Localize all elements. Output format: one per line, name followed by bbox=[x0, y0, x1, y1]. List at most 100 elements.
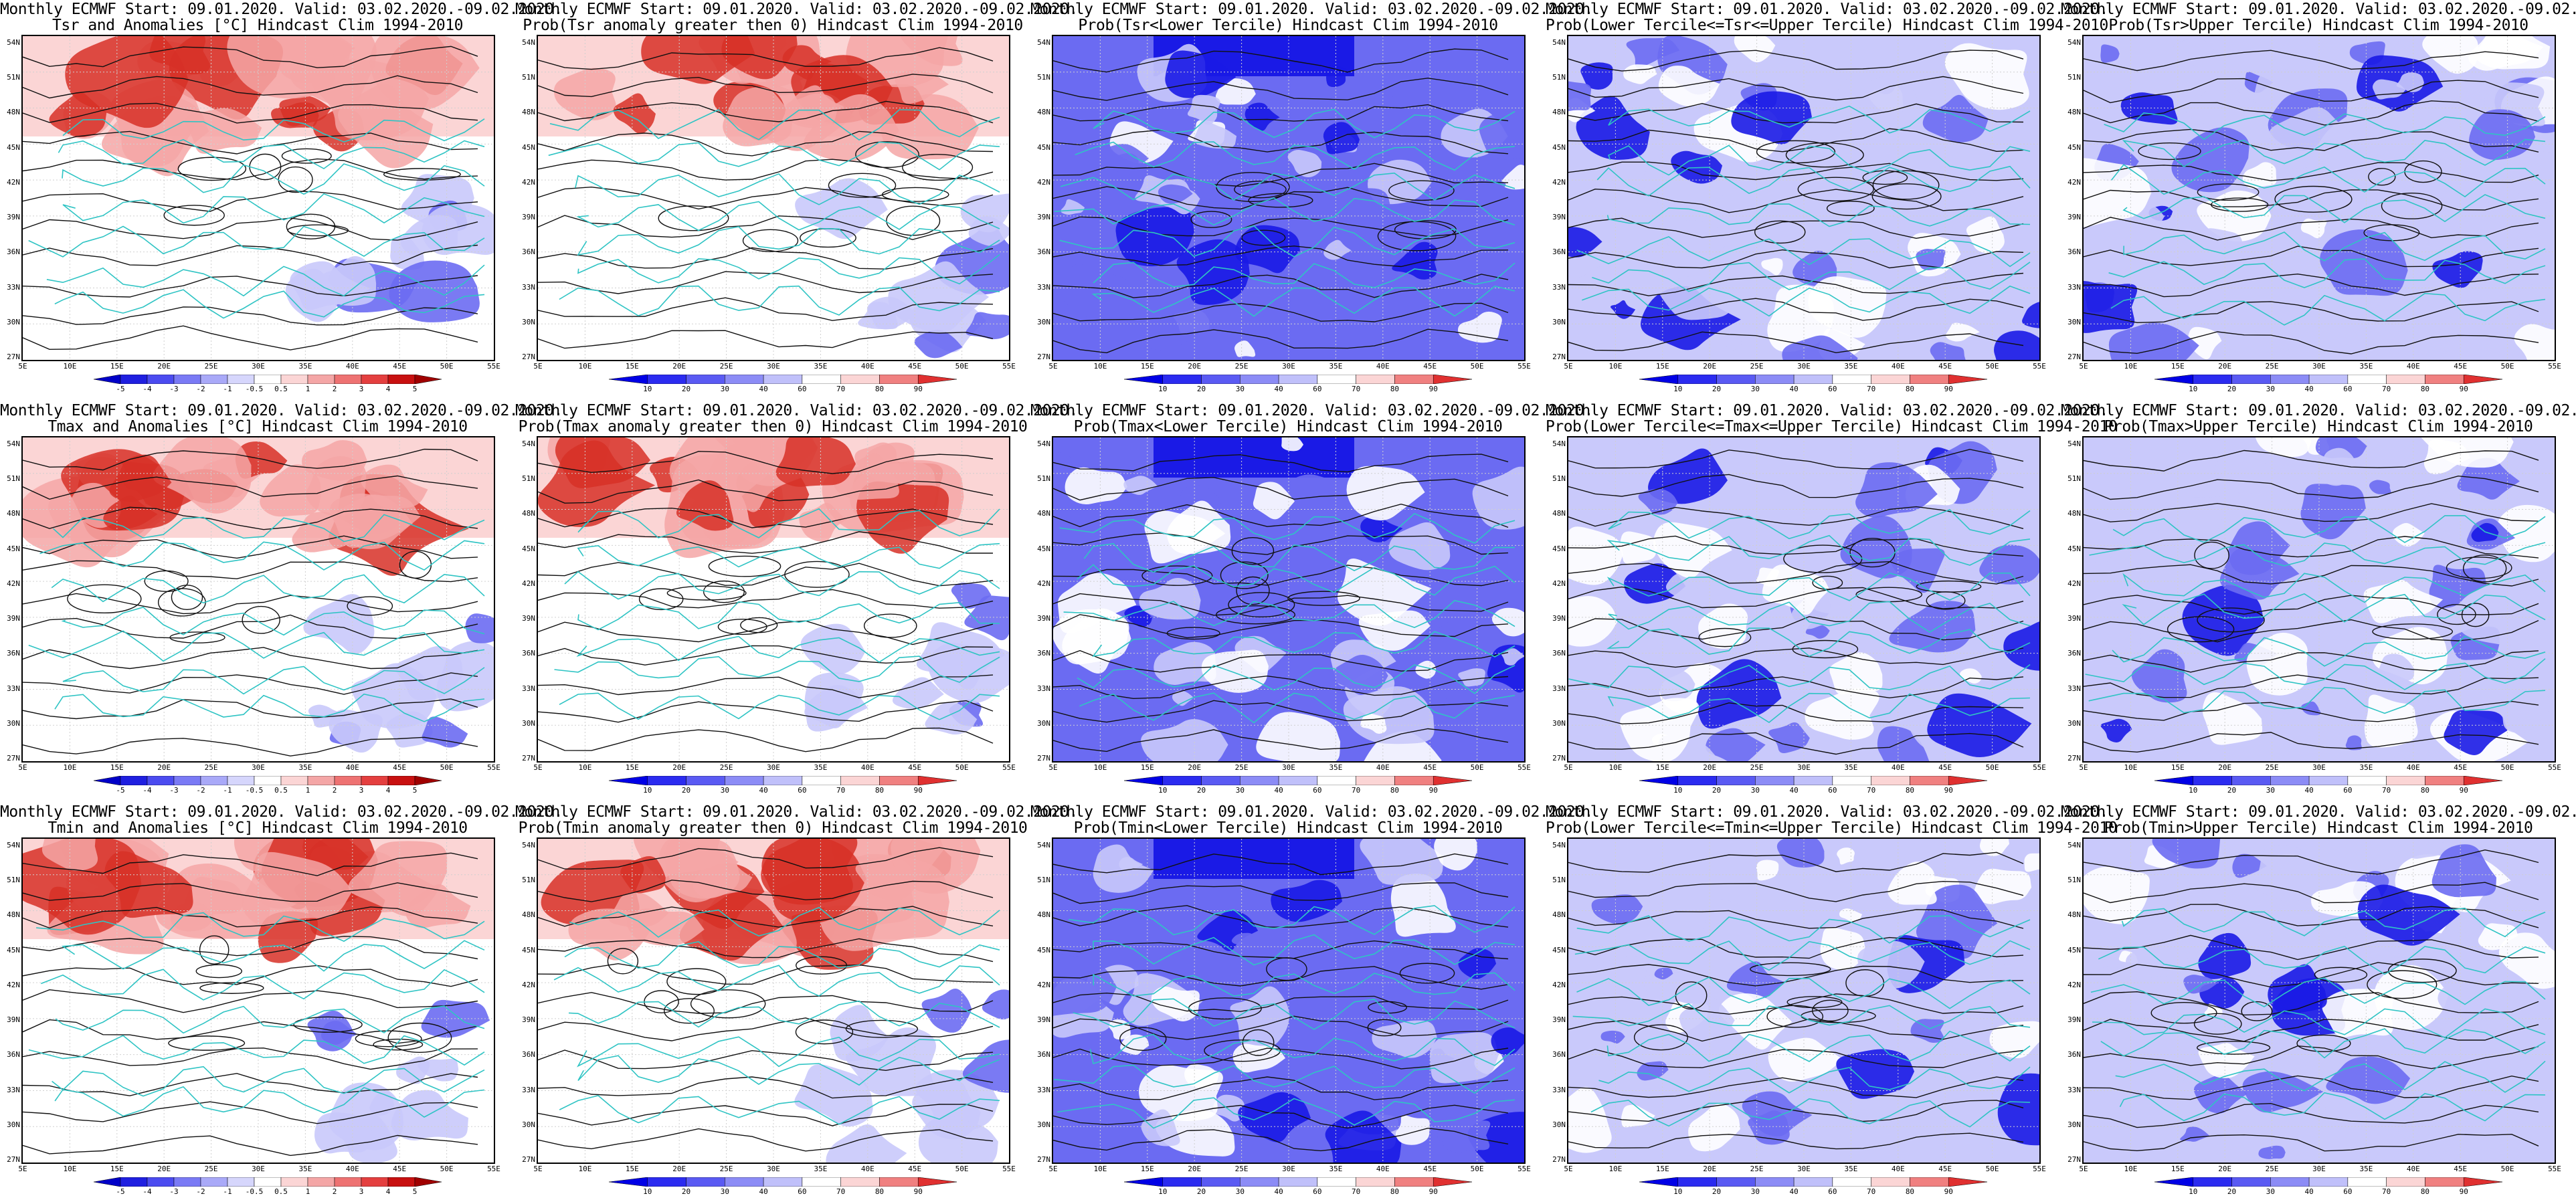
longitude-label: 35E bbox=[298, 763, 312, 772]
probability-blob bbox=[1768, 722, 1810, 754]
colorbar bbox=[1639, 1177, 1987, 1187]
probability-blob bbox=[2401, 839, 2448, 859]
colorbar-tick-label: 3 bbox=[359, 385, 364, 393]
coastline bbox=[2092, 1008, 2546, 1039]
colorbar-tick-label: 2 bbox=[332, 385, 337, 393]
longitude-label: 40E bbox=[1891, 763, 1905, 772]
colorbar-tick-label: 60 bbox=[1313, 385, 1322, 393]
shaded-field bbox=[2084, 36, 2555, 360]
contour-loop bbox=[281, 148, 332, 164]
longitude-label: 40E bbox=[1376, 362, 1390, 371]
latitude-label: 33N bbox=[1552, 684, 1566, 693]
anomaly-blob bbox=[916, 622, 1006, 690]
colorbar-labels: 10 20 30 40 60 70 80 90 bbox=[1124, 1188, 1472, 1197]
latitude-label: 45N bbox=[1037, 945, 1050, 955]
colorbar-tick-label: 60 bbox=[2343, 385, 2353, 393]
probability-blob bbox=[2364, 694, 2418, 748]
contour-line bbox=[2084, 502, 2539, 522]
coastline bbox=[51, 573, 485, 604]
contour-line bbox=[1053, 565, 1509, 587]
map-svg bbox=[23, 437, 494, 761]
colorbar-swatch bbox=[647, 1177, 686, 1187]
longitude-label: 55E bbox=[487, 1165, 500, 1173]
longitude-label: 45E bbox=[1423, 1165, 1437, 1173]
latitude-label: 45N bbox=[522, 945, 535, 955]
map-plot-area bbox=[1052, 837, 1526, 1164]
colorbar-swatch bbox=[2347, 375, 2387, 384]
latitude-label: 30N bbox=[1552, 1120, 1566, 1129]
contour-line bbox=[1568, 249, 2024, 269]
panel-title-line1: Monthly ECMWF Start: 09.01.2020. Valid: … bbox=[1546, 803, 2108, 821]
probability-blob bbox=[1979, 839, 2009, 856]
colorbar-tick-label: 80 bbox=[2420, 385, 2430, 393]
coastline bbox=[1057, 1097, 1515, 1129]
coastline bbox=[1598, 1066, 2031, 1094]
probability-blob bbox=[2246, 632, 2308, 696]
latitude-label: 30N bbox=[7, 718, 20, 728]
longitude-label: 25E bbox=[2265, 1165, 2279, 1173]
anomaly-blob bbox=[242, 851, 353, 926]
colorbar-swatch bbox=[2308, 375, 2349, 384]
longitude-label: 5E bbox=[533, 362, 543, 371]
contour-loop bbox=[1812, 999, 1849, 1022]
longitude-label: 15E bbox=[625, 1165, 639, 1173]
longitude-label: 15E bbox=[1140, 362, 1154, 371]
contour-line bbox=[2084, 331, 2539, 355]
colorbar-swatch bbox=[147, 776, 175, 785]
colorbar-swatch bbox=[917, 1177, 957, 1187]
probability-blob bbox=[1829, 652, 1883, 695]
probability-blob bbox=[1230, 986, 1290, 1049]
colorbar-swatch bbox=[725, 375, 764, 384]
contour-line bbox=[2084, 934, 2539, 961]
longitude-label: 5E bbox=[18, 1165, 27, 1173]
latitude-label: 39N bbox=[1037, 1015, 1050, 1025]
map-plot-area bbox=[2082, 436, 2556, 763]
probability-blob bbox=[1877, 726, 1930, 761]
colorbar-tick-label: 90 bbox=[1429, 1187, 1438, 1196]
contour-line bbox=[2084, 1134, 2539, 1152]
colorbar-swatch bbox=[802, 1177, 841, 1187]
latitude-label: 30N bbox=[2067, 1120, 2081, 1129]
colorbar bbox=[2154, 1177, 2502, 1187]
probability-blob bbox=[1388, 522, 1451, 571]
colorbar-tick-label: 70 bbox=[1352, 385, 1361, 393]
contour-line bbox=[1568, 128, 2024, 153]
colorbar-swatch bbox=[1162, 375, 1202, 384]
contour-line bbox=[1568, 331, 2024, 354]
graticule bbox=[1568, 36, 2039, 360]
contour-line bbox=[23, 275, 478, 298]
latitude-label: 54N bbox=[1552, 841, 1566, 849]
colorbar-swatch bbox=[686, 1177, 725, 1187]
longitude-label: 35E bbox=[2359, 362, 2373, 371]
longitude-label: 15E bbox=[110, 763, 124, 772]
longitude-label: 10E bbox=[63, 1165, 77, 1173]
anomaly-blob bbox=[292, 512, 363, 553]
colorbar-tick-label: 80 bbox=[875, 1187, 885, 1196]
panel-title-line2: Prob(Lower Tercile<=Tsr<=Upper Tercile) … bbox=[1546, 17, 2108, 34]
contour-line bbox=[23, 1073, 478, 1096]
coastline bbox=[1592, 262, 2031, 292]
longitude-label: 25E bbox=[1234, 1165, 1249, 1173]
latitude-label: 27N bbox=[2067, 1155, 2081, 1164]
coastline bbox=[54, 289, 485, 319]
contour-loop bbox=[1166, 627, 1220, 640]
contour-line bbox=[1568, 298, 2024, 321]
coastlines bbox=[1054, 905, 1515, 1129]
latitude-label: 48N bbox=[522, 910, 535, 920]
colorbar-swatch bbox=[802, 375, 841, 384]
contour-line bbox=[1053, 940, 1509, 960]
colorbar-swatch bbox=[334, 375, 362, 384]
latitude-label: 48N bbox=[7, 108, 20, 117]
colorbar-swatch bbox=[609, 776, 648, 785]
colorbar-swatch bbox=[2425, 1177, 2464, 1187]
probability-blob bbox=[1666, 220, 1731, 257]
longitude-label: 5E bbox=[18, 362, 27, 371]
probability-blob bbox=[2471, 522, 2499, 542]
colorbar-swatch bbox=[334, 1177, 362, 1187]
contour-loop bbox=[67, 584, 142, 614]
anomaly-blob bbox=[302, 439, 367, 481]
anomaly-blob bbox=[109, 454, 172, 502]
colorbar-swatch bbox=[686, 776, 725, 785]
probability-blob bbox=[1231, 932, 1255, 945]
colorbar-swatch bbox=[1278, 375, 1318, 384]
